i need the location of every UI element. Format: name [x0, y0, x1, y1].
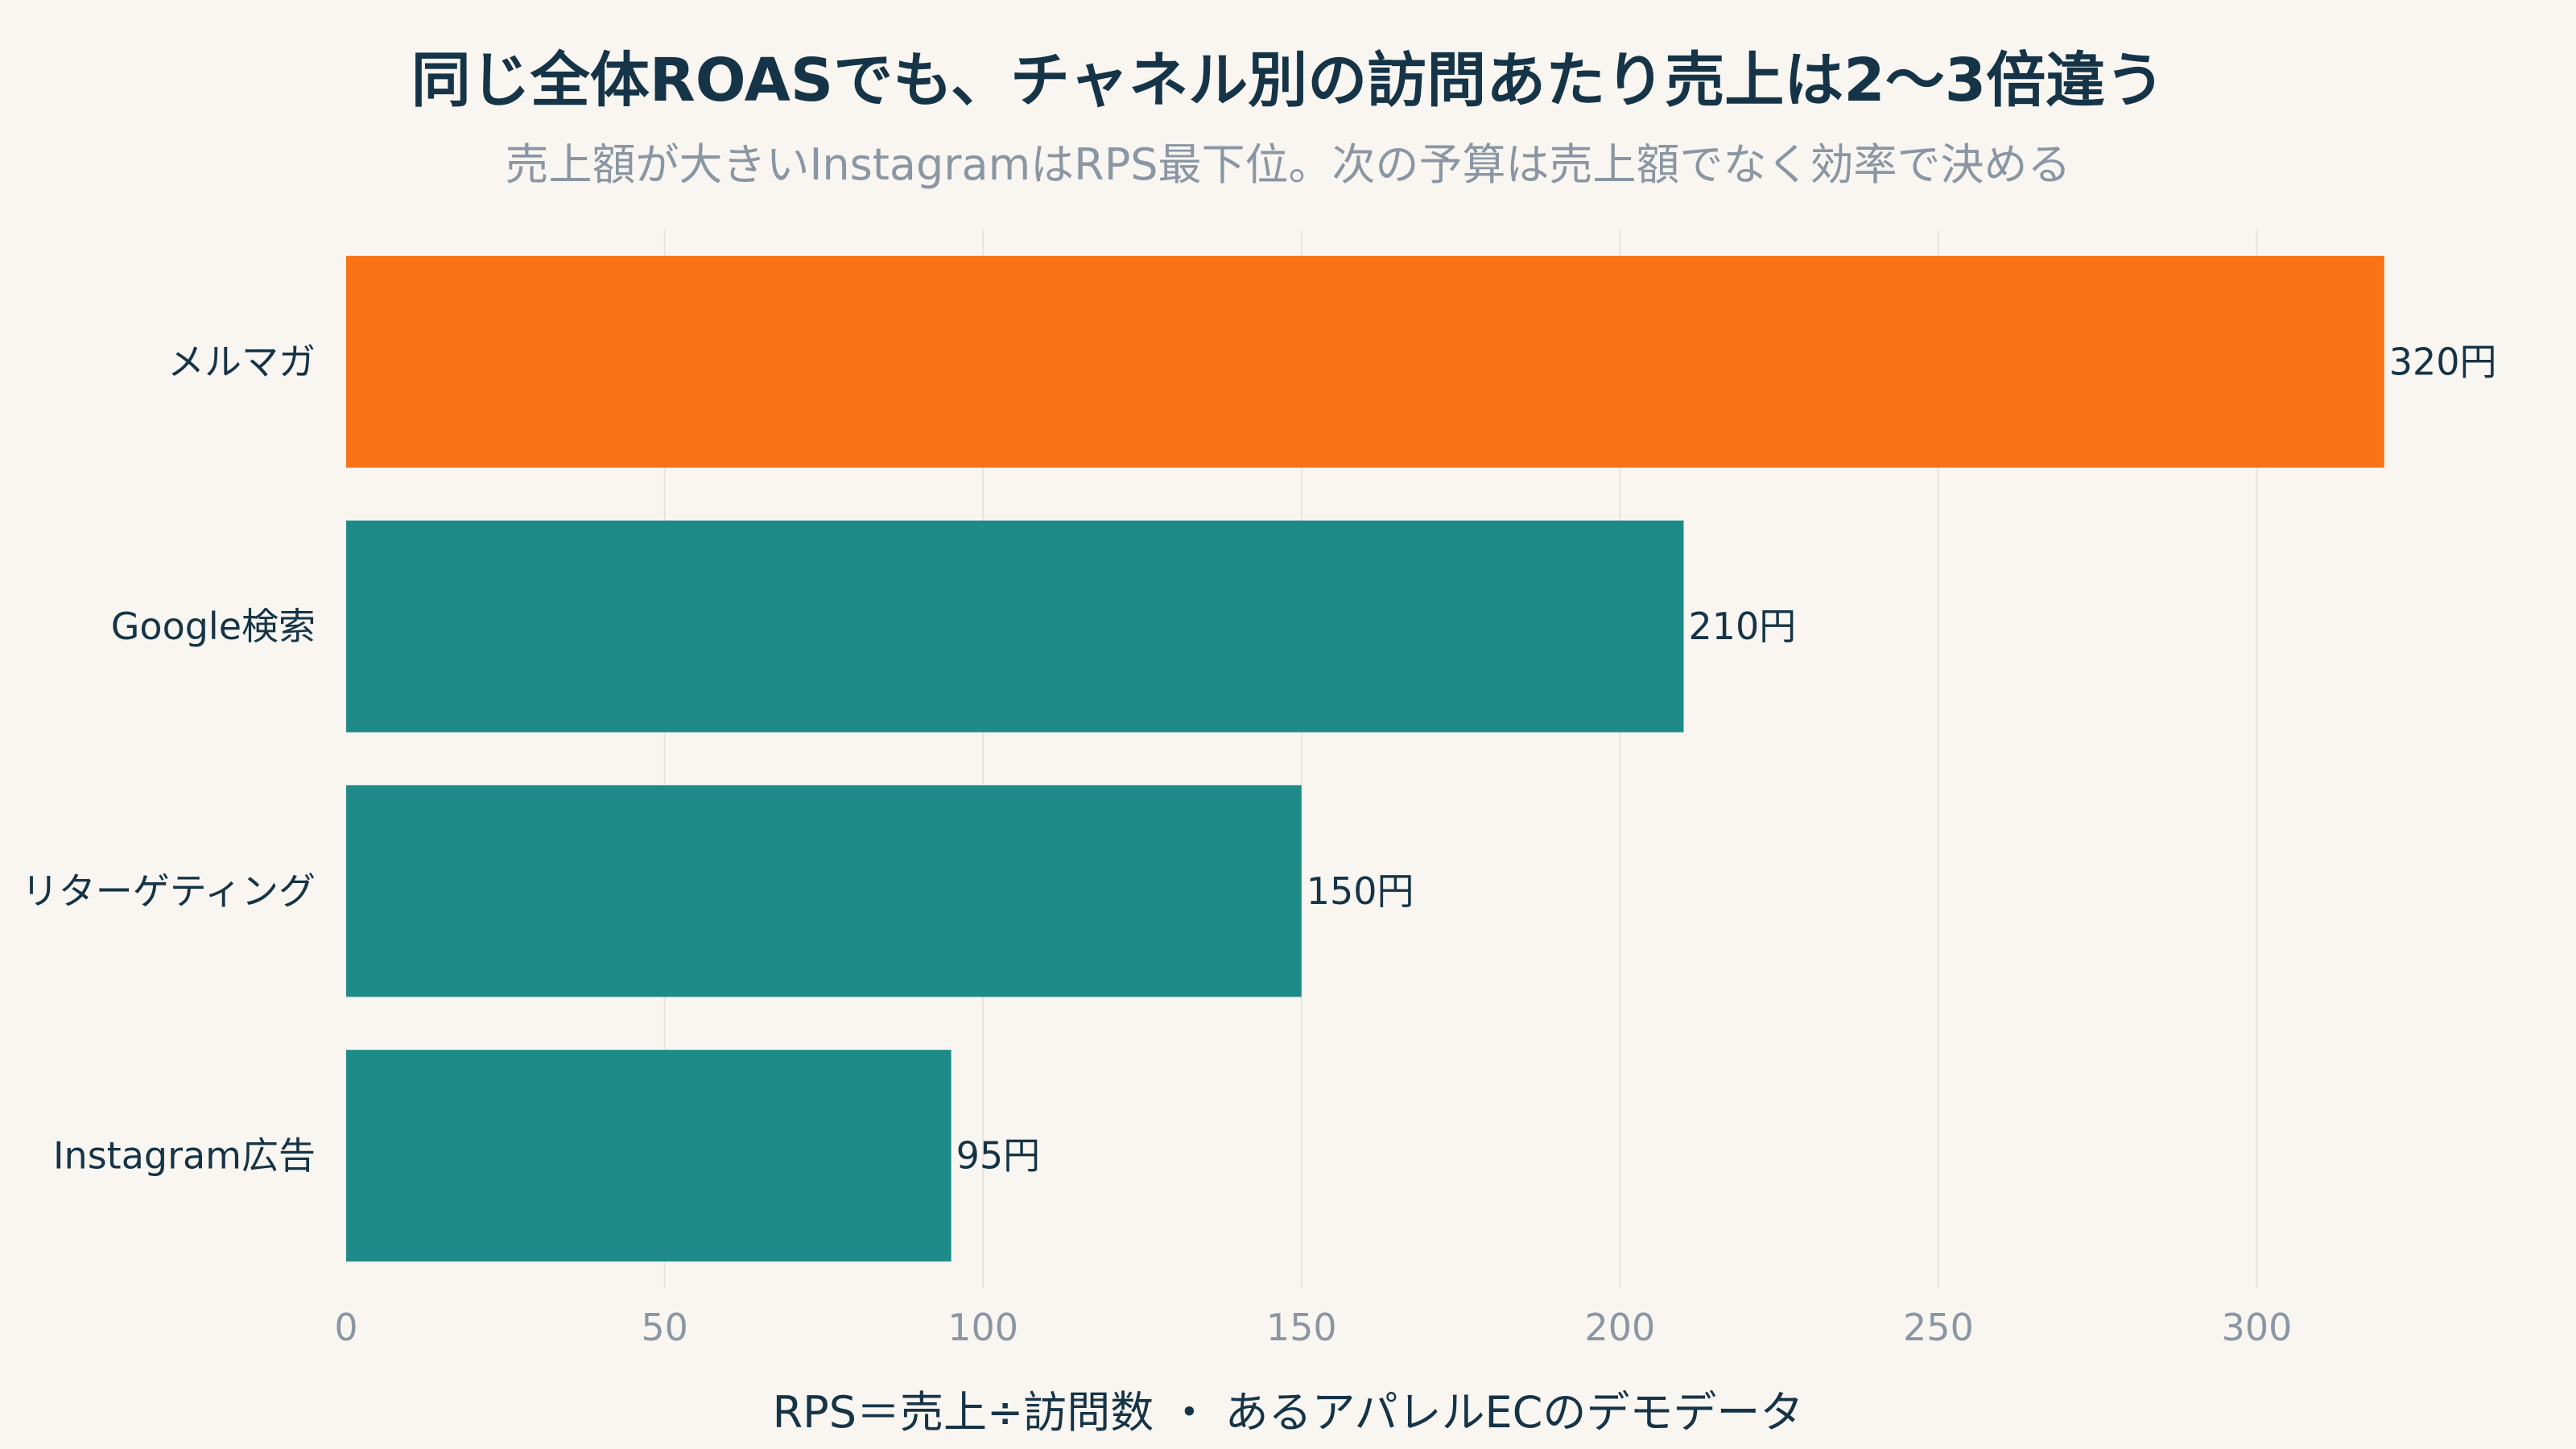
- bars: [346, 255, 2384, 1262]
- x-axis-label: RPS＝売上÷訪問数 ・ あるアパレルECのデモデータ: [772, 1387, 1804, 1438]
- x-tick-label: 300: [2222, 1306, 2293, 1349]
- labels: 0 50 100 150 200 250 300 メルマガ 320円 Google検索 210円リタ…: [22, 340, 2497, 1349]
- bar-1: [346, 520, 1684, 733]
- value-label: 150円: [1307, 869, 1414, 913]
- value-label: 210円: [1688, 605, 1796, 648]
- x-tick-label: 200: [1584, 1306, 1655, 1349]
- bar-0: [346, 255, 2384, 468]
- value-label: 320円: [2389, 340, 2497, 383]
- chart-title: 同じ全体ROASでも、チャネル別の訪問あたり売上は2〜3倍違う: [411, 46, 2165, 115]
- x-tick-label: 150: [1266, 1306, 1337, 1349]
- chart-subtitle: 売上額が大きいInstagramはRPS最下位。次の予算は売上額でなく効率で決め…: [505, 139, 2071, 190]
- bar-2: [346, 785, 1302, 997]
- category-label: リターゲティング: [22, 869, 316, 913]
- category-label: Google検索: [111, 605, 316, 648]
- x-tick-label: 250: [1903, 1306, 1974, 1349]
- category-label: Instagram広告: [53, 1134, 316, 1178]
- value-label: 95円: [956, 1134, 1041, 1178]
- x-tick-label: 50: [641, 1306, 688, 1349]
- bar-3: [346, 1050, 952, 1262]
- x-tick-label: 0: [334, 1306, 357, 1349]
- category-label: メルマガ: [167, 340, 316, 383]
- x-tick-label: 100: [947, 1306, 1018, 1349]
